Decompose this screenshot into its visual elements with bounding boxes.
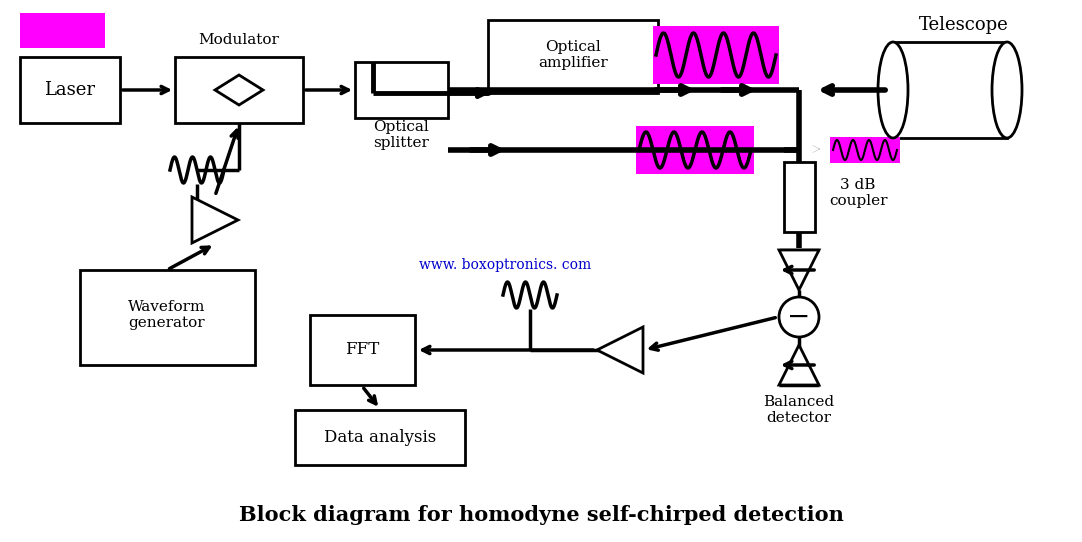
- Text: Optical
splitter: Optical splitter: [373, 120, 428, 150]
- Bar: [784, 162, 815, 232]
- Ellipse shape: [992, 42, 1022, 138]
- Bar: [311, 315, 415, 385]
- Text: Telescope: Telescope: [919, 16, 1008, 34]
- Polygon shape: [779, 250, 819, 290]
- Text: FFT: FFT: [345, 341, 379, 358]
- Bar: [295, 410, 465, 465]
- Bar: [636, 126, 754, 174]
- Bar: [19, 13, 105, 48]
- Bar: [19, 57, 120, 123]
- Polygon shape: [215, 75, 263, 105]
- Text: Waveform
generator: Waveform generator: [129, 300, 206, 330]
- Polygon shape: [192, 197, 238, 243]
- Bar: [830, 137, 900, 163]
- Bar: [893, 42, 1007, 138]
- Text: Data analysis: Data analysis: [324, 429, 436, 446]
- Bar: [175, 57, 303, 123]
- Text: Optical
amplifier: Optical amplifier: [538, 40, 608, 70]
- Bar: [355, 62, 448, 118]
- Text: Modulator: Modulator: [199, 33, 279, 47]
- Bar: [80, 270, 255, 365]
- Polygon shape: [597, 327, 643, 373]
- Circle shape: [779, 297, 819, 337]
- Text: −: −: [788, 304, 810, 331]
- Text: Laser: Laser: [44, 81, 95, 99]
- Text: 3 dB
coupler: 3 dB coupler: [829, 178, 887, 208]
- Bar: [488, 20, 658, 93]
- Polygon shape: [779, 345, 819, 385]
- Ellipse shape: [878, 42, 908, 138]
- Bar: [654, 26, 779, 84]
- Text: Block diagram for homodyne self-chirped detection: Block diagram for homodyne self-chirped …: [238, 505, 844, 525]
- Text: Balanced
detector: Balanced detector: [764, 395, 834, 425]
- Text: www. boxoptronics. com: www. boxoptronics. com: [419, 258, 591, 272]
